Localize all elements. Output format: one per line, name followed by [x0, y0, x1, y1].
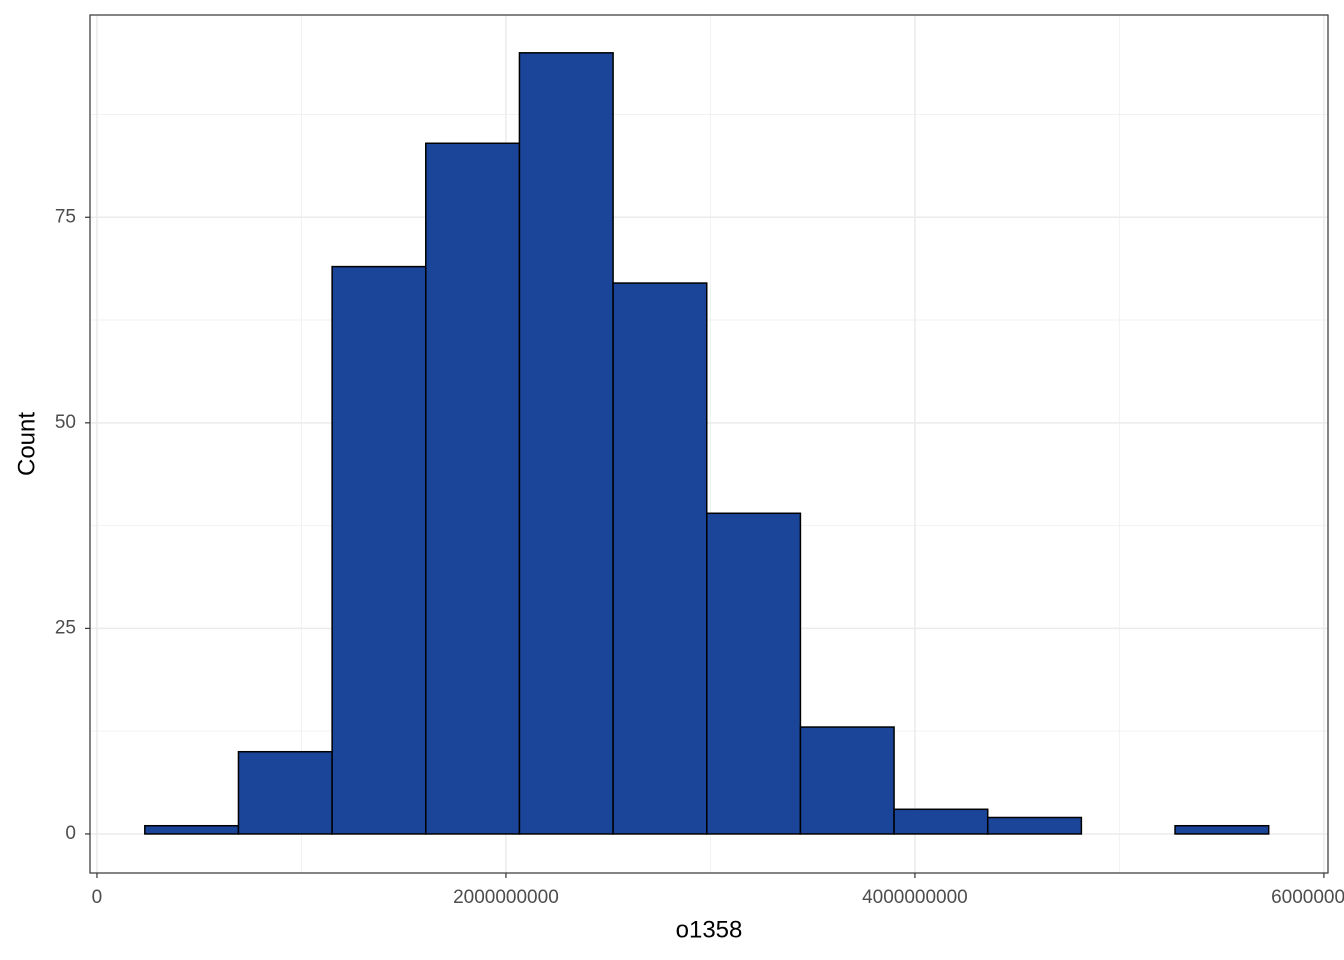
- y-tick-label: 25: [55, 617, 76, 638]
- bar: [144, 824, 240, 835]
- y-tick-label: 0: [65, 823, 76, 844]
- bar: [425, 142, 521, 835]
- bar: [893, 808, 989, 835]
- y-tick-label: 75: [55, 206, 76, 227]
- y-axis-title: Count: [13, 412, 40, 476]
- bar: [237, 750, 333, 835]
- y-tick-label: 50: [55, 412, 76, 433]
- x-tick-label: 6000000000: [1271, 887, 1344, 908]
- bar: [518, 52, 614, 835]
- bar: [331, 265, 427, 835]
- bar: [706, 512, 802, 835]
- panel-border: [89, 14, 1329, 874]
- bar: [799, 726, 895, 835]
- x-axis-title: o1358: [676, 916, 743, 943]
- x-tick-label: 0: [92, 887, 103, 908]
- x-tick-label: 2000000000: [453, 887, 559, 908]
- bar: [612, 282, 708, 835]
- bar: [1174, 824, 1270, 835]
- bars: [144, 52, 1270, 835]
- bar: [986, 816, 1083, 835]
- x-tick-label: 4000000000: [862, 887, 968, 908]
